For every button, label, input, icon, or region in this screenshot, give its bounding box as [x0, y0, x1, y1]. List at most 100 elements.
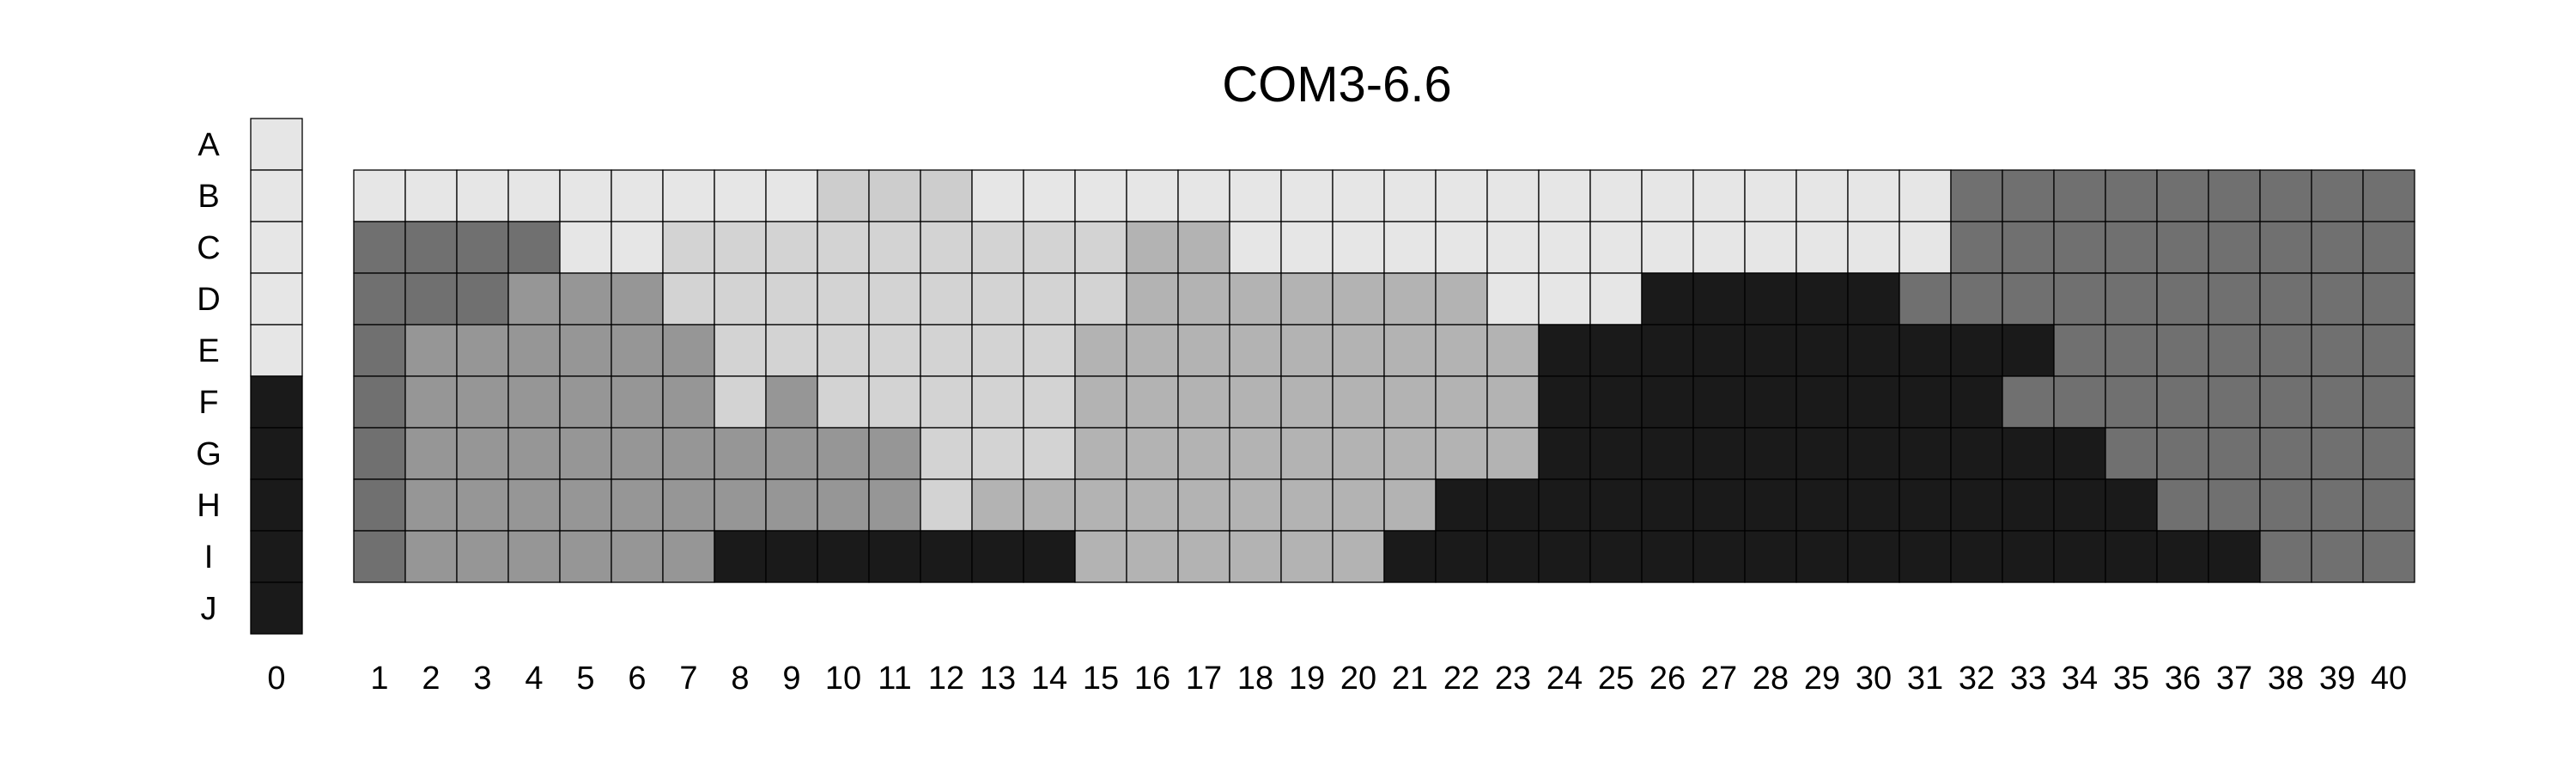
cell-b-17: [1177, 169, 1230, 222]
cell-h-11: [868, 478, 921, 532]
cell-d-36: [2156, 272, 2209, 326]
cell-f-21: [1383, 375, 1437, 429]
cell-b-1: [353, 169, 406, 222]
cell-g-21: [1383, 427, 1437, 480]
cell-f-33: [2002, 375, 2055, 429]
cell-b-32: [1950, 169, 2003, 222]
cell-e-17: [1177, 324, 1230, 377]
cell-b-13: [971, 169, 1024, 222]
cell-c-15: [1074, 221, 1127, 274]
cell-e-28: [1744, 324, 1797, 377]
cell-c-16: [1126, 221, 1179, 274]
column-label-15: 15: [1083, 660, 1119, 697]
cell-c-4: [507, 221, 561, 274]
cell-c-23: [1486, 221, 1540, 274]
column-label-26: 26: [1649, 660, 1686, 697]
column-label-18: 18: [1237, 660, 1273, 697]
cell-i-22: [1435, 530, 1488, 583]
cell-c-20: [1332, 221, 1385, 274]
cell-g-29: [1795, 427, 1849, 480]
cell-e-10: [817, 324, 870, 377]
cell-e-37: [2208, 324, 2261, 377]
column-label-40: 40: [2371, 660, 2407, 697]
cell-c-32: [1950, 221, 2003, 274]
cell-h-9: [765, 478, 818, 532]
cell-f-39: [2311, 375, 2364, 429]
row-label-j: J: [201, 591, 217, 627]
cell-j-0: [250, 581, 303, 635]
cell-b-3: [456, 169, 509, 222]
cell-i-3: [456, 530, 509, 583]
cell-f-7: [662, 375, 715, 429]
cell-b-9: [765, 169, 818, 222]
cell-e-40: [2362, 324, 2415, 377]
cell-d-0: [250, 272, 303, 326]
cell-i-30: [1847, 530, 1900, 583]
column-label-38: 38: [2268, 660, 2304, 697]
cell-f-17: [1177, 375, 1230, 429]
cell-i-26: [1641, 530, 1694, 583]
cell-e-24: [1538, 324, 1591, 377]
cell-h-20: [1332, 478, 1385, 532]
cell-e-5: [559, 324, 612, 377]
cell-g-20: [1332, 427, 1385, 480]
cell-h-13: [971, 478, 1024, 532]
column-label-28: 28: [1753, 660, 1789, 697]
cell-c-8: [714, 221, 767, 274]
cell-d-30: [1847, 272, 1900, 326]
cell-f-10: [817, 375, 870, 429]
cell-d-31: [1899, 272, 1952, 326]
cell-h-37: [2208, 478, 2261, 532]
column-label-34: 34: [2062, 660, 2098, 697]
cell-h-5: [559, 478, 612, 532]
cell-c-10: [817, 221, 870, 274]
cell-c-25: [1589, 221, 1643, 274]
cell-d-21: [1383, 272, 1437, 326]
cell-f-13: [971, 375, 1024, 429]
column-0-cells: [250, 118, 303, 635]
cell-e-30: [1847, 324, 1900, 377]
cell-h-3: [456, 478, 509, 532]
cell-d-23: [1486, 272, 1540, 326]
cell-d-25: [1589, 272, 1643, 326]
cell-e-15: [1074, 324, 1127, 377]
cell-i-28: [1744, 530, 1797, 583]
cell-g-28: [1744, 427, 1797, 480]
cell-f-20: [1332, 375, 1385, 429]
cell-f-34: [2053, 375, 2106, 429]
cell-i-40: [2362, 530, 2415, 583]
cell-f-18: [1229, 375, 1282, 429]
cell-h-34: [2053, 478, 2106, 532]
cell-b-36: [2156, 169, 2209, 222]
cell-g-8: [714, 427, 767, 480]
column-label-4: 4: [525, 660, 543, 697]
cell-f-3: [456, 375, 509, 429]
cell-e-16: [1126, 324, 1179, 377]
cell-f-27: [1692, 375, 1746, 429]
cell-i-29: [1795, 530, 1849, 583]
cell-e-18: [1229, 324, 1282, 377]
cell-c-13: [971, 221, 1024, 274]
column-label-13: 13: [980, 660, 1016, 697]
cell-b-4: [507, 169, 561, 222]
cell-e-11: [868, 324, 921, 377]
cell-b-18: [1229, 169, 1282, 222]
cell-f-5: [559, 375, 612, 429]
cell-c-2: [404, 221, 458, 274]
column-label-19: 19: [1289, 660, 1325, 697]
cell-e-34: [2053, 324, 2106, 377]
cell-i-14: [1023, 530, 1076, 583]
cell-h-35: [2105, 478, 2158, 532]
cell-d-6: [611, 272, 664, 326]
column-label-0: 0: [267, 660, 285, 697]
cell-e-13: [971, 324, 1024, 377]
cell-d-15: [1074, 272, 1127, 326]
cell-i-7: [662, 530, 715, 583]
cell-d-10: [817, 272, 870, 326]
cell-b-5: [559, 169, 612, 222]
cell-b-7: [662, 169, 715, 222]
cell-c-7: [662, 221, 715, 274]
cell-d-27: [1692, 272, 1746, 326]
cell-d-19: [1280, 272, 1334, 326]
